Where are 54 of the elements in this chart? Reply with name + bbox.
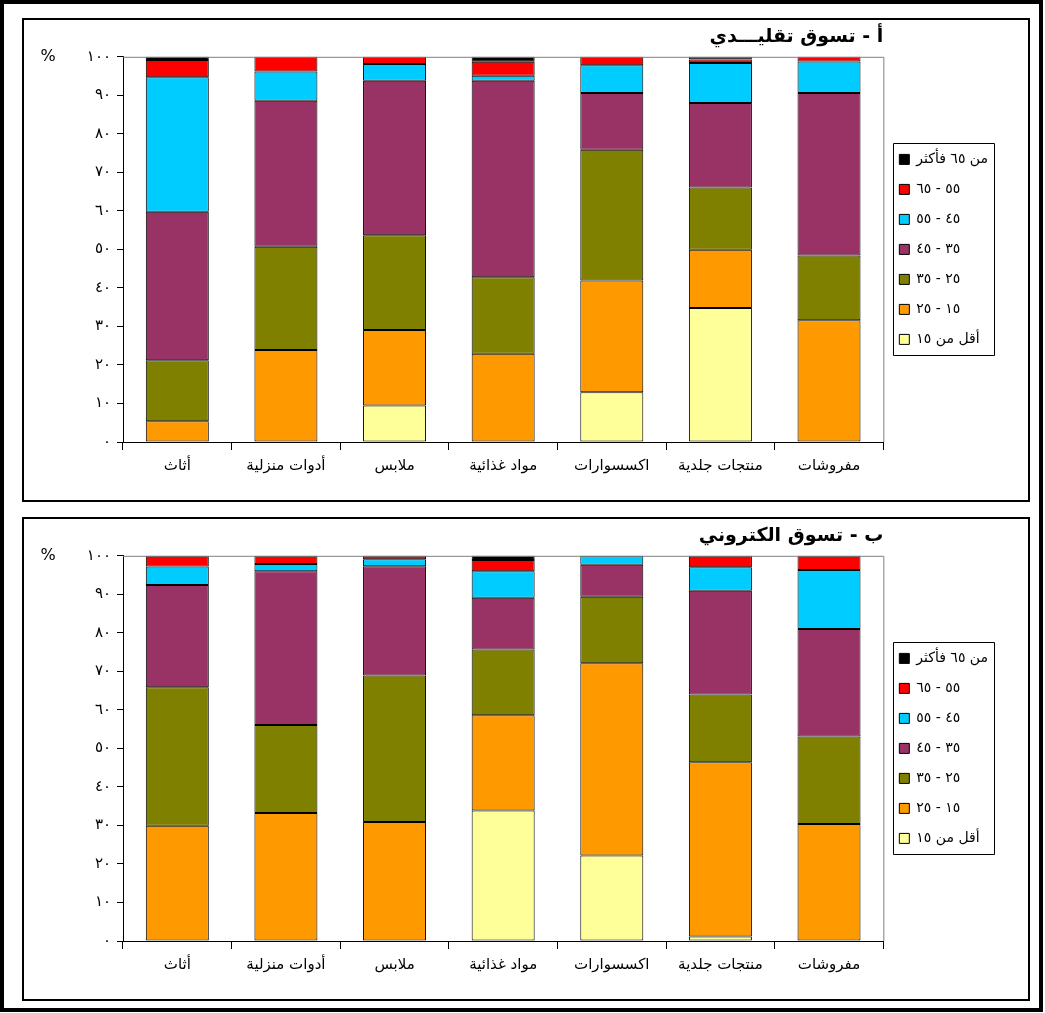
y-tick-label: ٩٠ xyxy=(94,584,111,603)
y-tick-label: ٣٠ xyxy=(94,815,111,834)
legend-label: من ٦٥ فأكثر xyxy=(915,647,989,667)
y-tick-label: ٧٠ xyxy=(94,162,111,181)
legend-label: من ٦٥ فأكثر xyxy=(915,148,989,168)
x-tick-label: اكسسوارات xyxy=(574,954,650,973)
y-tick-label: ١٠ xyxy=(94,892,111,911)
y-tick-label: ١٠٠ xyxy=(86,545,111,564)
x-tick-label: ملابس xyxy=(374,954,415,973)
y-tick-label: ٢٠ xyxy=(94,354,111,373)
y-axis-title: % xyxy=(40,45,56,65)
x-tick-label: مفروشات xyxy=(797,455,861,474)
legend-label: ٤٥ - ٥٥ xyxy=(916,709,961,726)
y-tick-label: ٢٠ xyxy=(94,853,111,872)
x-tick-label: مواد غذائية xyxy=(469,954,538,973)
y-tick-label: ٦٠ xyxy=(94,200,111,219)
x-tick-label: اكسسوارات xyxy=(574,455,650,474)
x-tick-label: مفروشات xyxy=(797,954,861,973)
y-tick-label: ٠ xyxy=(102,431,111,450)
x-tick-label: أثاث xyxy=(163,953,191,973)
x-tick-label: مواد غذائية xyxy=(469,455,538,474)
x-tick-label: أدوات منزلية xyxy=(246,454,326,474)
chart-title: أ - تسوق تقليـــدي xyxy=(709,23,884,49)
legend-label: ٣٥ - ٤٥ xyxy=(916,739,961,756)
y-tick-label: ٣٠ xyxy=(94,316,111,335)
legend-label: ٥٥ - ٦٥ xyxy=(916,180,961,197)
legend-label: ٢٥ - ٣٥ xyxy=(916,270,961,287)
y-tick-label: ٤٠ xyxy=(94,277,111,296)
y-tick-label: ٨٠ xyxy=(94,622,111,641)
y-tick-label: ٧٠ xyxy=(94,661,111,680)
y-tick-label: ٥٠ xyxy=(94,738,111,757)
y-tick-label: ١٠ xyxy=(94,393,111,412)
x-tick-label: منتجات جلدية xyxy=(678,455,763,474)
legend-label: ٣٥ - ٤٥ xyxy=(916,240,961,257)
legend-label: ١٥ - ٢٥ xyxy=(916,300,961,317)
y-tick-label: ٦٠ xyxy=(94,699,111,718)
x-tick-label: منتجات جلدية xyxy=(678,954,763,973)
x-tick-label: أدوات منزلية xyxy=(246,953,326,973)
y-tick-label: ٤٠ xyxy=(94,776,111,795)
y-tick-label: ٩٠ xyxy=(94,85,111,104)
y-axis-title: % xyxy=(40,544,56,564)
legend-label: ٥٥ - ٦٥ xyxy=(916,679,961,696)
y-tick-label: ٠ xyxy=(102,930,111,949)
legend-label: ١٥ - ٢٥ xyxy=(916,799,961,816)
y-tick-label: ٥٠ xyxy=(94,239,111,258)
y-tick-label: ١٠٠ xyxy=(86,46,111,65)
y-tick-label: ٨٠ xyxy=(94,123,111,142)
legend-label: أقل من ١٥ xyxy=(916,828,980,847)
legend-label: ٢٥ - ٣٥ xyxy=(916,769,961,786)
legend-label: أقل من ١٥ xyxy=(916,329,980,348)
x-tick-label: أثاث xyxy=(163,454,191,474)
x-tick-label: ملابس xyxy=(374,455,415,474)
legend-label: ٤٥ - ٥٥ xyxy=(916,210,961,227)
chart-title: ب - تسوق الكتروني xyxy=(698,523,884,547)
